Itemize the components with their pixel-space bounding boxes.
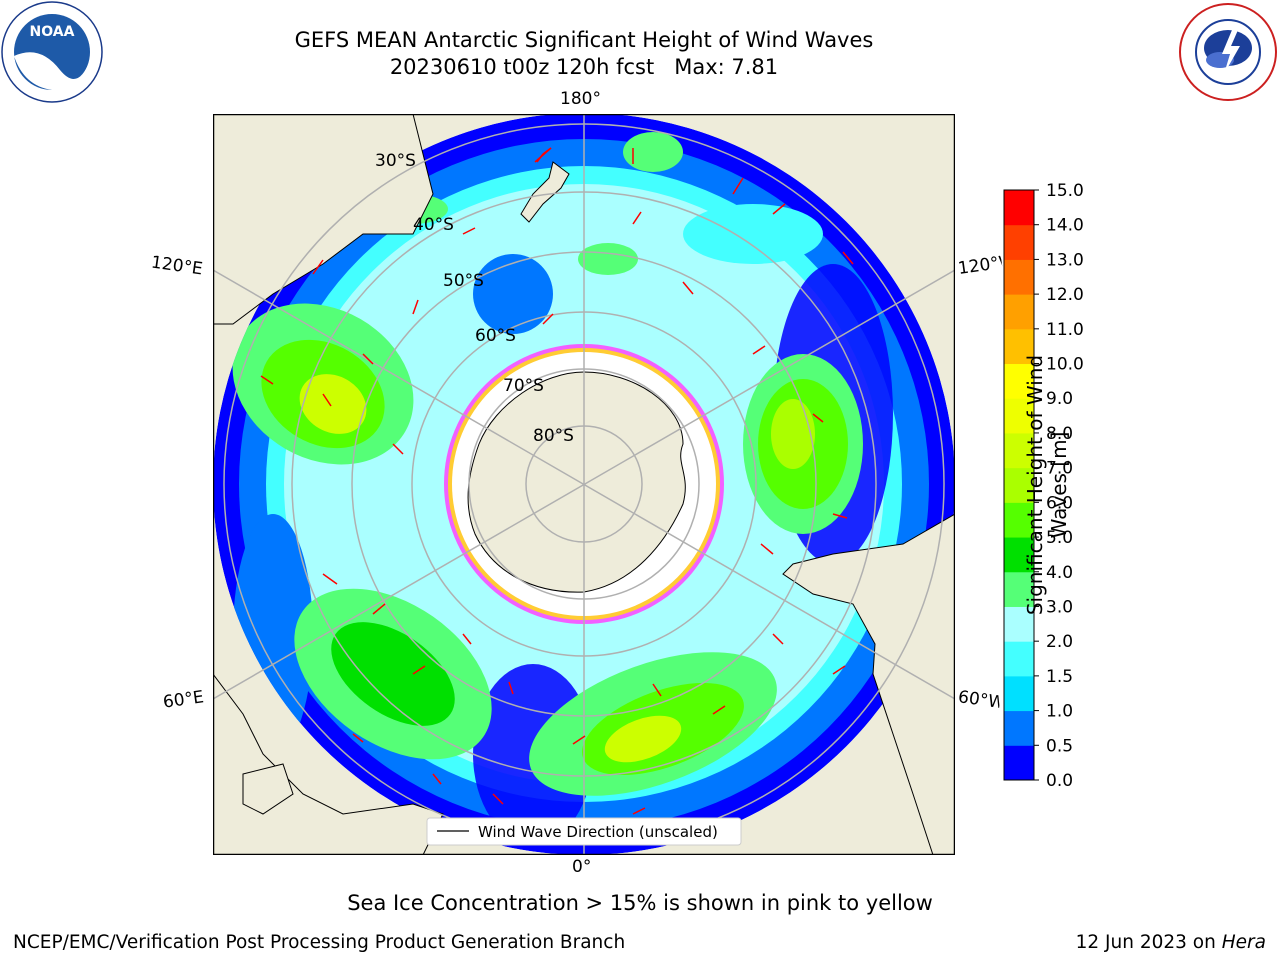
map-subtitle: 20230610 t00z 120h fcst Max: 7.81 (389, 55, 779, 79)
lon-label-180: 180° (560, 89, 601, 109)
colorbar-swatch (1004, 224, 1034, 260)
colorbar-swatch (1004, 398, 1034, 434)
lat-label-60: 60°S (475, 326, 516, 346)
noaa-logo-text: NOAA (30, 24, 75, 40)
legend-label: Wind Wave Direction (unscaled) (478, 823, 718, 841)
lat-label-30: 30°S (375, 151, 416, 171)
colorbar-tick-label: 9.0 (1046, 389, 1073, 409)
antarctic-map: Wind Wave Direction (unscaled) 30°S 40°S… (213, 114, 955, 855)
lat-label-50: 50°S (443, 271, 484, 291)
colorbar-tick-label: 10.0 (1046, 355, 1084, 375)
run-date: 12 Jun 2023 on Hera (1076, 932, 1266, 953)
lon-label-0: 0° (572, 857, 592, 877)
run-date-text: 12 Jun 2023 on (1075, 932, 1222, 953)
colorbar-frame (1003, 189, 1035, 781)
colorbar-swatch (1004, 675, 1034, 712)
colorbar-tick-label: 0.0 (1046, 771, 1073, 791)
colorbar-swatch (1004, 467, 1034, 503)
colorbar: 0.0 0.5 1.0 1.5 2.0 3.0 4.0 5.0 6.0 7.0 8.0 9.0 10.0… (1003, 181, 1084, 791)
nws-logo (1179, 3, 1277, 101)
colorbar-swatch (1004, 259, 1034, 295)
wind-arrows (260, 147, 854, 815)
colorbar-label: Significant Height of Wind Waves [m] (1023, 354, 1071, 616)
colorbar-swatch (1004, 190, 1034, 226)
run-host: Hera (1221, 932, 1266, 953)
colorbar-tick-label: 15.0 (1046, 181, 1084, 201)
colorbar-swatch (1004, 328, 1034, 365)
lat-label-70: 70°S (503, 376, 544, 396)
colorbar-tick-label: 11.0 (1046, 320, 1084, 340)
colorbar-tick-label: 1.5 (1046, 667, 1073, 687)
colorbar-swatch (1004, 745, 1034, 781)
colorbar-swatch (1004, 606, 1034, 642)
branch-credit: NCEP/EMC/Verification Post Processing Pr… (13, 932, 626, 953)
colorbar-tick-label: 3.0 (1046, 597, 1073, 617)
colorbar-tick-label: 14.0 (1046, 216, 1084, 236)
colorbar-swatch (1004, 641, 1034, 677)
colorbar-swatch (1004, 432, 1034, 469)
colorbar-tick-label: 6.0 (1046, 493, 1073, 513)
lon-label-120w: 120°W (956, 253, 1004, 279)
lat-label-80: 80°S (533, 426, 574, 446)
sea-ice-note: Sea Ice Concentration > 15% is shown in … (347, 891, 933, 915)
colorbar-tick-label: 12.0 (1046, 285, 1084, 305)
lon-label-60w: 60°W (956, 687, 1002, 713)
noaa-logo: NOAA (1, 1, 103, 103)
colorbar-tick-label: 7.0 (1046, 459, 1073, 479)
colorbar-swatch (1004, 571, 1034, 607)
map-legend: Wind Wave Direction (unscaled) (426, 817, 742, 846)
colorbar-swatch (1004, 502, 1034, 538)
lon-label-60e: 60°E (161, 687, 206, 713)
colorbar-tick-label: 13.0 (1046, 250, 1084, 270)
colorbar-tick-label: 2.0 (1046, 632, 1073, 652)
colorbar-swatch (1004, 363, 1034, 399)
colorbar-tick-label: 5.0 (1046, 528, 1073, 548)
lon-label-120e: 120°E (149, 252, 204, 280)
colorbar-swatch (1004, 537, 1034, 573)
lat-label-40: 40°S (413, 215, 454, 235)
colorbar-tick-label: 4.0 (1046, 563, 1073, 583)
colorbar-tick-label: 8.0 (1046, 424, 1073, 444)
colorbar-swatch (1004, 294, 1034, 330)
map-title: GEFS MEAN Antarctic Significant Height o… (294, 28, 874, 52)
colorbar-swatch (1004, 710, 1034, 746)
colorbar-tick-label: 0.5 (1046, 736, 1073, 756)
colorbar-tick-label: 1.0 (1046, 702, 1073, 722)
